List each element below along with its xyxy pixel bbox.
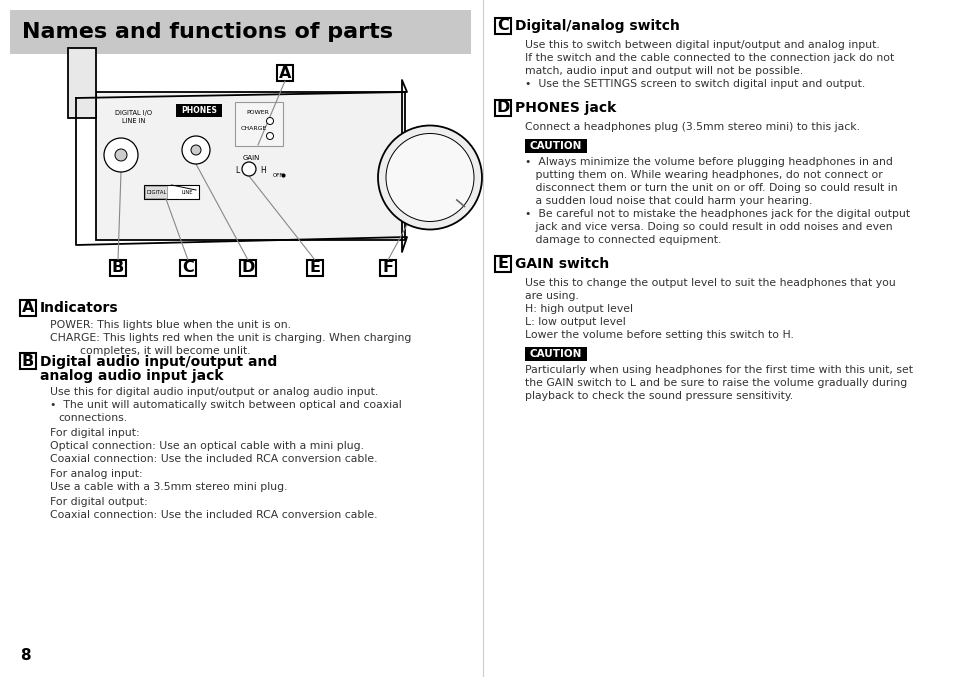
Text: For analog input:: For analog input:: [50, 469, 143, 479]
Text: jack and vice versa. Doing so could result in odd noises and even: jack and vice versa. Doing so could resu…: [524, 222, 892, 232]
Text: Coaxial connection: Use the included RCA conversion cable.: Coaxial connection: Use the included RCA…: [50, 510, 377, 520]
FancyBboxPatch shape: [68, 48, 96, 118]
Text: D: D: [496, 100, 509, 116]
Text: connections.: connections.: [58, 413, 127, 423]
Text: LINE IN: LINE IN: [122, 118, 146, 124]
Text: analog audio input jack: analog audio input jack: [40, 369, 223, 383]
Text: DIGITAL: DIGITAL: [147, 190, 167, 194]
Text: LINE: LINE: [182, 190, 193, 194]
Text: damage to connected equipment.: damage to connected equipment.: [524, 235, 720, 245]
Text: CAUTION: CAUTION: [529, 141, 581, 151]
Circle shape: [377, 125, 481, 230]
FancyBboxPatch shape: [144, 185, 199, 199]
Text: •  Use the SETTINGS screen to switch digital input and output.: • Use the SETTINGS screen to switch digi…: [524, 79, 864, 89]
Text: •  The unit will automatically switch between optical and coaxial: • The unit will automatically switch bet…: [50, 400, 401, 410]
Text: a sudden loud noise that could harm your hearing.: a sudden loud noise that could harm your…: [524, 196, 812, 206]
Circle shape: [386, 133, 474, 221]
Text: If the switch and the cable connected to the connection jack do not: If the switch and the cable connected to…: [524, 53, 893, 63]
Text: completes, it will become unlit.: completes, it will become unlit.: [80, 346, 251, 356]
FancyBboxPatch shape: [379, 260, 395, 276]
Text: DIGITAL I/O: DIGITAL I/O: [115, 110, 152, 116]
Text: POWER: This lights blue when the unit is on.: POWER: This lights blue when the unit is…: [50, 320, 291, 330]
Text: •  Always minimize the volume before plugging headphones in and: • Always minimize the volume before plug…: [524, 157, 892, 167]
Circle shape: [266, 118, 274, 125]
Text: POWER: POWER: [246, 110, 269, 116]
Text: PHONES: PHONES: [181, 106, 216, 115]
Text: Names and functions of parts: Names and functions of parts: [22, 22, 393, 42]
Circle shape: [266, 133, 274, 139]
Text: Lower the volume before setting this switch to H.: Lower the volume before setting this swi…: [524, 330, 793, 340]
Text: Use a cable with a 3.5mm stereo mini plug.: Use a cable with a 3.5mm stereo mini plu…: [50, 482, 287, 492]
FancyBboxPatch shape: [240, 260, 255, 276]
FancyBboxPatch shape: [495, 256, 511, 272]
Text: B: B: [22, 353, 34, 368]
Text: For digital input:: For digital input:: [50, 428, 139, 438]
Text: CHARGE: CHARGE: [240, 125, 267, 131]
FancyBboxPatch shape: [180, 260, 195, 276]
Text: A: A: [278, 66, 291, 81]
Text: putting them on. While wearing headphones, do not connect or: putting them on. While wearing headphone…: [524, 170, 882, 180]
FancyBboxPatch shape: [110, 260, 126, 276]
Text: CHARGE: This lights red when the unit is charging. When charging: CHARGE: This lights red when the unit is…: [50, 333, 411, 343]
Circle shape: [115, 149, 127, 161]
Circle shape: [104, 138, 138, 172]
FancyBboxPatch shape: [524, 139, 586, 153]
Text: 8: 8: [20, 647, 30, 663]
Text: D: D: [241, 261, 254, 276]
Text: GAIN switch: GAIN switch: [515, 257, 609, 271]
Circle shape: [191, 145, 201, 155]
FancyBboxPatch shape: [524, 347, 586, 361]
Text: B: B: [112, 261, 124, 276]
Text: disconnect them or turn the unit on or off. Doing so could result in: disconnect them or turn the unit on or o…: [524, 183, 897, 193]
FancyBboxPatch shape: [175, 104, 222, 117]
Text: Connect a headphones plug (3.5mm stereo mini) to this jack.: Connect a headphones plug (3.5mm stereo …: [524, 122, 859, 132]
Text: CAUTION: CAUTION: [529, 349, 581, 359]
FancyBboxPatch shape: [96, 92, 405, 240]
FancyBboxPatch shape: [10, 10, 471, 54]
Text: F: F: [382, 261, 393, 276]
Text: match, audio input and output will not be possible.: match, audio input and output will not b…: [524, 66, 802, 76]
Text: Optical connection: Use an optical cable with a mini plug.: Optical connection: Use an optical cable…: [50, 441, 364, 451]
Text: are using.: are using.: [524, 291, 578, 301]
Text: C: C: [497, 18, 508, 33]
FancyBboxPatch shape: [495, 18, 511, 34]
Text: Use this to switch between digital input/output and analog input.: Use this to switch between digital input…: [524, 40, 879, 50]
Circle shape: [242, 162, 255, 176]
FancyBboxPatch shape: [307, 260, 323, 276]
Text: Use this for digital audio input/output or analog audio input.: Use this for digital audio input/output …: [50, 387, 377, 397]
Circle shape: [182, 136, 210, 164]
Text: the GAIN switch to L and be sure to raise the volume gradually during: the GAIN switch to L and be sure to rais…: [524, 378, 906, 388]
FancyBboxPatch shape: [20, 300, 36, 316]
Text: •  Be careful not to mistake the headphones jack for the digital output: • Be careful not to mistake the headphon…: [524, 209, 909, 219]
Text: Digital audio input/output and: Digital audio input/output and: [40, 355, 277, 369]
Text: E: E: [497, 257, 508, 271]
FancyBboxPatch shape: [495, 100, 511, 116]
Text: H: H: [260, 166, 266, 175]
FancyBboxPatch shape: [20, 353, 36, 369]
Text: Digital/analog switch: Digital/analog switch: [515, 19, 679, 33]
Text: C: C: [182, 261, 193, 276]
Text: For digital output:: For digital output:: [50, 497, 148, 507]
FancyBboxPatch shape: [276, 65, 293, 81]
Text: GAIN: GAIN: [242, 155, 259, 161]
Text: OFF: OFF: [273, 173, 283, 178]
Text: A: A: [22, 301, 34, 315]
Text: L: low output level: L: low output level: [524, 317, 625, 327]
Text: Use this to change the output level to suit the headphones that you: Use this to change the output level to s…: [524, 278, 895, 288]
Text: E: E: [309, 261, 320, 276]
Text: Indicators: Indicators: [40, 301, 118, 315]
FancyBboxPatch shape: [145, 186, 167, 198]
Text: L: L: [234, 166, 239, 175]
Text: playback to check the sound pressure sensitivity.: playback to check the sound pressure sen…: [524, 391, 792, 401]
Text: H: high output level: H: high output level: [524, 304, 633, 314]
Text: Coaxial connection: Use the included RCA conversion cable.: Coaxial connection: Use the included RCA…: [50, 454, 377, 464]
FancyBboxPatch shape: [234, 102, 283, 146]
Text: PHONES jack: PHONES jack: [515, 101, 616, 115]
Text: Particularly when using headphones for the first time with this unit, set: Particularly when using headphones for t…: [524, 365, 912, 375]
